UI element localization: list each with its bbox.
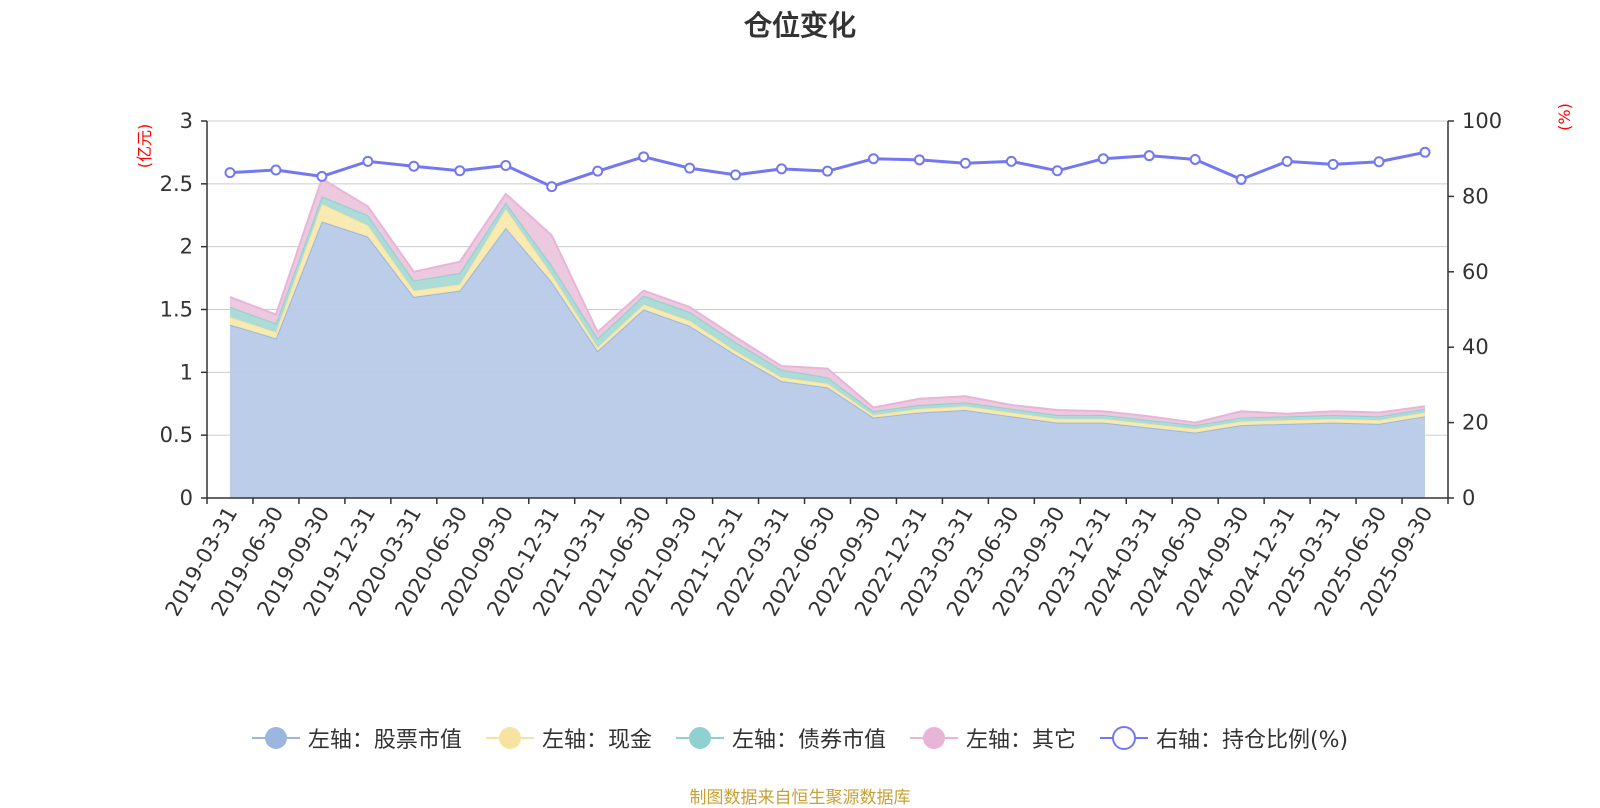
ratio-point [1327,158,1339,170]
ratio-point [270,164,282,176]
chart-title: 仓位变化 [743,9,856,42]
left-axis-tick-label: 2 [180,235,193,259]
ratio-point [1373,156,1385,168]
legend-label-ratio: 右轴：持仓比例(%) [1155,728,1349,753]
ratio-point [776,163,788,175]
right-axis-name: (%) [1555,103,1574,131]
area-edge-series-3 [229,177,1426,424]
legend-label-cash: 左轴：现金 [541,728,652,753]
ratio-line-series [224,146,1431,193]
source-note: 制图数据来自恒生聚源数据库 [689,788,911,808]
ratio-point [316,170,328,182]
ratio-point [1235,173,1247,185]
left-axis-tick-label: 1.5 [160,298,193,322]
right-axis-tick-label: 100 [1462,109,1502,133]
ratio-point [638,151,650,163]
right-axis-tick-label: 20 [1462,411,1489,435]
ratio-point [500,159,512,171]
right-axis-tick-label: 80 [1462,184,1489,208]
ratio-point [362,155,374,167]
ratio-point [1281,155,1293,167]
ratio-point [408,160,420,172]
ratio-point [1051,165,1063,177]
ratio-point [867,153,879,165]
legend-label-other: 左轴：其它 [965,728,1076,753]
x-axis-ticks: 2019-03-312019-06-302019-09-302019-12-31… [161,498,1449,620]
area-series-2 [229,196,1426,429]
ratio-point [1189,153,1201,165]
legend-marker-other-icon [909,727,958,749]
ratio-point [959,157,971,169]
left-axis-tick-label: 1 [180,360,193,384]
right-axis-ticks: 0 20 40 60 80 100 [1448,109,1502,510]
ratio-point [684,162,696,174]
area-series-0 [229,221,1426,499]
ratio-point [546,181,558,193]
ratio-point [913,154,925,166]
left-axis-tick-label: 0 [180,486,193,510]
legend-item-stock[interactable]: 左轴：股票市值 [251,722,462,754]
legend-marker-bond-icon [675,727,724,749]
ratio-point [730,169,742,181]
ratio-point [1143,150,1155,162]
legend-label-bond: 左轴：债券市值 [731,728,886,753]
right-axis-tick-label: 60 [1462,260,1489,284]
ratio-point [224,167,236,179]
legend-marker-ratio-icon [1099,726,1148,750]
legend: 左轴：股票市值 左轴：现金 左轴：债券市值 左轴：其它 右轴：持仓比例(%) [0,722,1600,754]
legend-label-stock: 左轴：股票市值 [307,728,462,753]
ratio-point [1097,153,1109,165]
area-series-1 [229,203,1426,433]
ratio-point [822,165,833,177]
ratio-point [592,165,604,177]
left-axis-name: (亿元) [135,124,154,169]
ratio-point [1005,155,1017,167]
left-axis-ticks: 0 0.5 1 1.5 2 2.5 3 [160,109,207,510]
ratio-point [1419,146,1431,158]
right-axis-tick-label: 40 [1462,335,1489,359]
legend-item-cash[interactable]: 左轴：现金 [485,722,652,754]
legend-item-ratio[interactable]: 右轴：持仓比例(%) [1099,722,1349,754]
stacked-areas [229,177,1426,499]
legend-item-other[interactable]: 左轴：其它 [909,722,1076,754]
legend-item-bond[interactable]: 左轴：债券市值 [675,722,886,754]
left-axis-tick-label: 3 [180,109,193,133]
area-series-3 [229,178,1426,426]
left-axis-tick-label: 0.5 [160,423,193,447]
right-axis-tick-label: 0 [1462,486,1475,510]
legend-marker-cash-icon [485,727,534,749]
legend-marker-stock-icon [251,727,300,749]
ratio-point [454,165,466,177]
left-axis-tick-label: 2.5 [160,172,193,196]
